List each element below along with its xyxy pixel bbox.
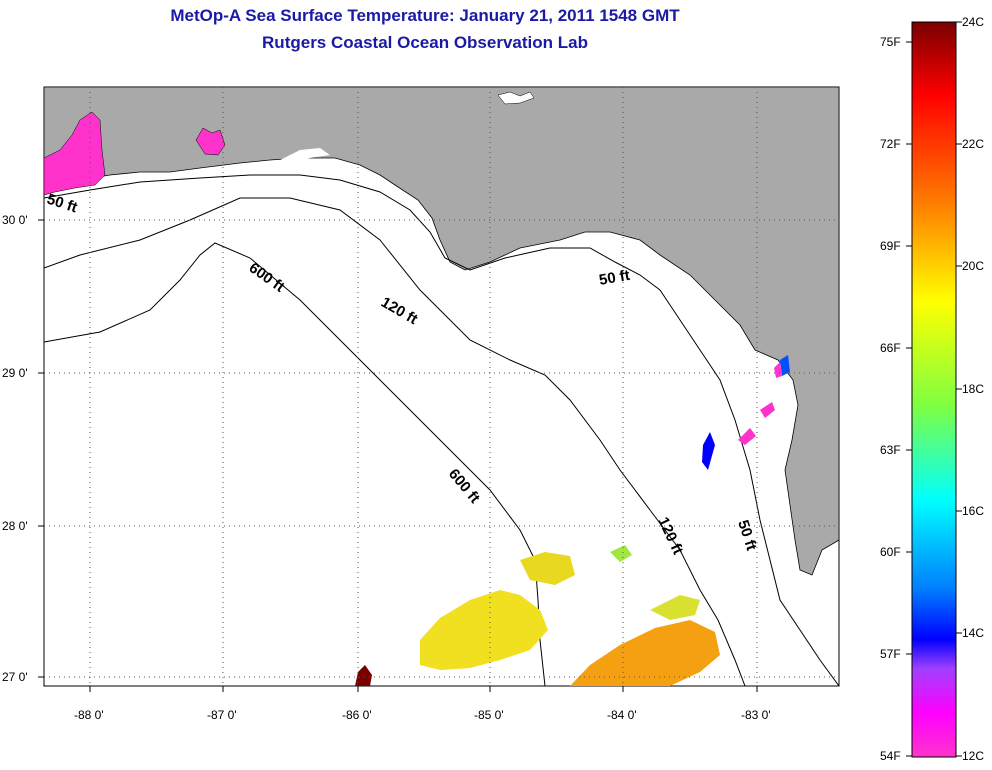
lat-label: 30 0'	[2, 213, 28, 227]
colorbar-f-label: 63F	[880, 443, 901, 457]
land-mass	[44, 87, 839, 576]
lon-label: -86 0'	[342, 708, 372, 722]
colorbar-f-label: 60F	[880, 545, 901, 559]
contour-120ft	[44, 197, 746, 686]
colorbar-f-label: 54F	[880, 749, 901, 763]
axis-ticks	[38, 219, 758, 692]
lon-label: -83 0'	[741, 708, 771, 722]
small-lake	[497, 91, 535, 105]
colorbar-f-label: 75F	[880, 35, 901, 49]
white-barrier	[280, 148, 330, 162]
lat-label: 29 0'	[2, 366, 28, 380]
contour-50ft	[44, 174, 839, 686]
lon-label: -88 0'	[74, 708, 104, 722]
contour-label-50ft-east: 50 ft	[598, 267, 631, 289]
colorbar-c-label: 18C	[962, 382, 984, 396]
colorbar-f-label: 57F	[880, 647, 901, 661]
colorbar-c-label: 12C	[962, 749, 984, 763]
map-title: MetOp-A Sea Surface Temperature: January…	[170, 6, 680, 25]
colorbar-f-label: 72F	[880, 137, 901, 151]
colorbar-c-label: 22C	[962, 137, 984, 151]
colorbar-c-label: 20C	[962, 259, 984, 273]
colorbar: 75F 72F 69F 66F 63F 60F 57F 54F 24C 22C …	[880, 15, 984, 763]
colorbar-f-label: 66F	[880, 341, 901, 355]
colorbar-f-label: 69F	[880, 239, 901, 253]
colorbar-gradient	[911, 21, 957, 758]
lon-label: -84 0'	[607, 708, 637, 722]
lon-label: -87 0'	[207, 708, 237, 722]
colorbar-c-label: 14C	[962, 626, 984, 640]
lon-label: -85 0'	[474, 708, 504, 722]
lat-label: 28 0'	[2, 519, 28, 533]
lat-label: 27 0'	[2, 670, 28, 684]
colorbar-c-label: 16C	[962, 504, 984, 518]
colorbar-c-label: 24C	[962, 15, 984, 29]
map-subtitle: Rutgers Coastal Ocean Observation Lab	[262, 33, 588, 52]
sst-patches	[355, 355, 790, 686]
